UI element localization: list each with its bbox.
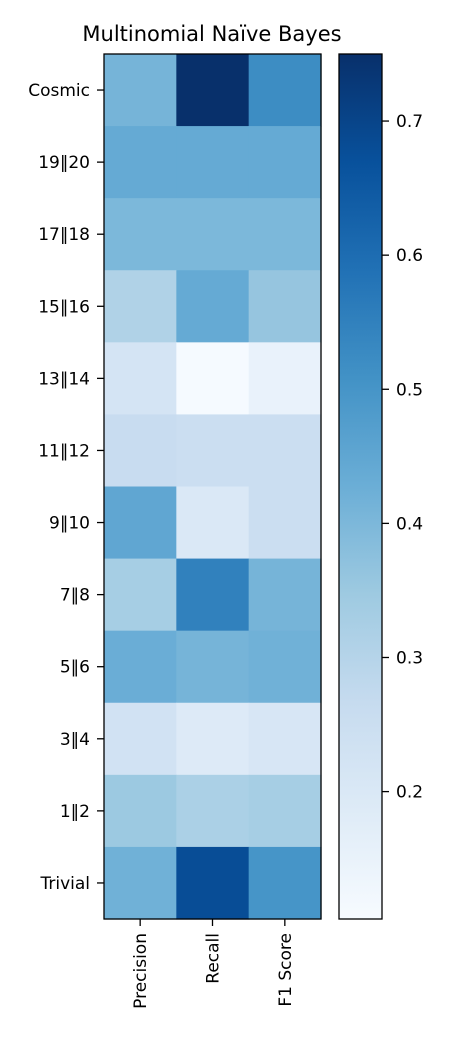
chart-title: Multinomial Naïve Bayes bbox=[82, 22, 341, 46]
colorbar: 0.2 0.3 0.4 0.5 0.6 0.7 bbox=[339, 54, 423, 919]
heatmap-cell bbox=[249, 414, 322, 487]
row-label: 11‖12 bbox=[38, 441, 90, 461]
heatmap-cell bbox=[176, 54, 249, 127]
heatmap-cell bbox=[249, 54, 322, 127]
colorbar-tick-label: 0.6 bbox=[396, 246, 423, 266]
heatmap-cell bbox=[176, 703, 249, 776]
column-labels: Precision Recall F1 Score bbox=[131, 919, 296, 1009]
heatmap-cell bbox=[249, 487, 322, 560]
row-label: 13‖14 bbox=[38, 369, 90, 389]
colorbar-tick-label: 0.7 bbox=[396, 112, 423, 132]
heatmap-cell bbox=[104, 847, 177, 920]
heatmap-cell bbox=[104, 414, 177, 487]
heatmap-cell bbox=[249, 126, 322, 199]
heatmap-cell bbox=[104, 198, 177, 271]
heatmap-cell bbox=[104, 487, 177, 560]
colorbar-tick-label: 0.2 bbox=[396, 783, 423, 803]
row-label: 15‖16 bbox=[38, 297, 90, 317]
heatmap-cell bbox=[176, 487, 249, 560]
heatmap-cell bbox=[176, 270, 249, 343]
heatmap-cell bbox=[176, 559, 249, 632]
heatmap-cell bbox=[176, 847, 249, 920]
heatmap-cell bbox=[176, 631, 249, 704]
heatmap-cell bbox=[104, 703, 177, 776]
heatmap-cell bbox=[249, 198, 322, 271]
row-label: 5‖6 bbox=[60, 658, 90, 678]
heatmap-cell bbox=[249, 703, 322, 776]
heatmap-cell bbox=[176, 198, 249, 271]
column-label: F1 Score bbox=[276, 933, 296, 1007]
colorbar-tick-label: 0.4 bbox=[396, 514, 423, 534]
colorbar-ticks: 0.2 0.3 0.4 0.5 0.6 0.7 bbox=[382, 112, 423, 803]
heatmap-cell bbox=[249, 559, 322, 632]
heatmap-cell bbox=[176, 126, 249, 199]
row-label: 17‖18 bbox=[38, 225, 90, 245]
heatmap-cell bbox=[249, 775, 322, 848]
colorbar-tick-label: 0.3 bbox=[396, 648, 423, 668]
row-label: 9‖10 bbox=[49, 514, 90, 534]
row-labels: Cosmic 19‖20 17‖18 15‖16 13‖14 11‖12 9‖10 7‖8 5‖… bbox=[28, 81, 104, 894]
heatmap-cell bbox=[104, 775, 177, 848]
row-label: 3‖4 bbox=[60, 730, 90, 750]
heatmap-cell bbox=[249, 631, 322, 704]
row-label: Trivial bbox=[39, 874, 90, 894]
heatmap-cell bbox=[249, 847, 322, 920]
row-label: Cosmic bbox=[28, 81, 90, 101]
heatmap-cell bbox=[176, 775, 249, 848]
colorbar-tick-label: 0.5 bbox=[396, 380, 423, 400]
row-label: 1‖2 bbox=[60, 802, 90, 822]
heatmap-cell bbox=[104, 270, 177, 343]
row-label: 19‖20 bbox=[38, 153, 90, 173]
heatmap-cell bbox=[176, 414, 249, 487]
heatmap-cell bbox=[176, 342, 249, 415]
heatmap-cell bbox=[104, 631, 177, 704]
heatmap-cells bbox=[104, 54, 322, 920]
column-label: Recall bbox=[204, 933, 224, 984]
colorbar-gradient bbox=[339, 54, 382, 919]
row-label: 7‖8 bbox=[60, 586, 90, 606]
heatmap-cell bbox=[249, 342, 322, 415]
heatmap-cell bbox=[104, 126, 177, 199]
heatmap-cell bbox=[104, 342, 177, 415]
heatmap-cell bbox=[249, 270, 322, 343]
column-label: Precision bbox=[131, 933, 151, 1009]
heatmap-cell bbox=[104, 54, 177, 127]
heatmap-cell bbox=[104, 559, 177, 632]
